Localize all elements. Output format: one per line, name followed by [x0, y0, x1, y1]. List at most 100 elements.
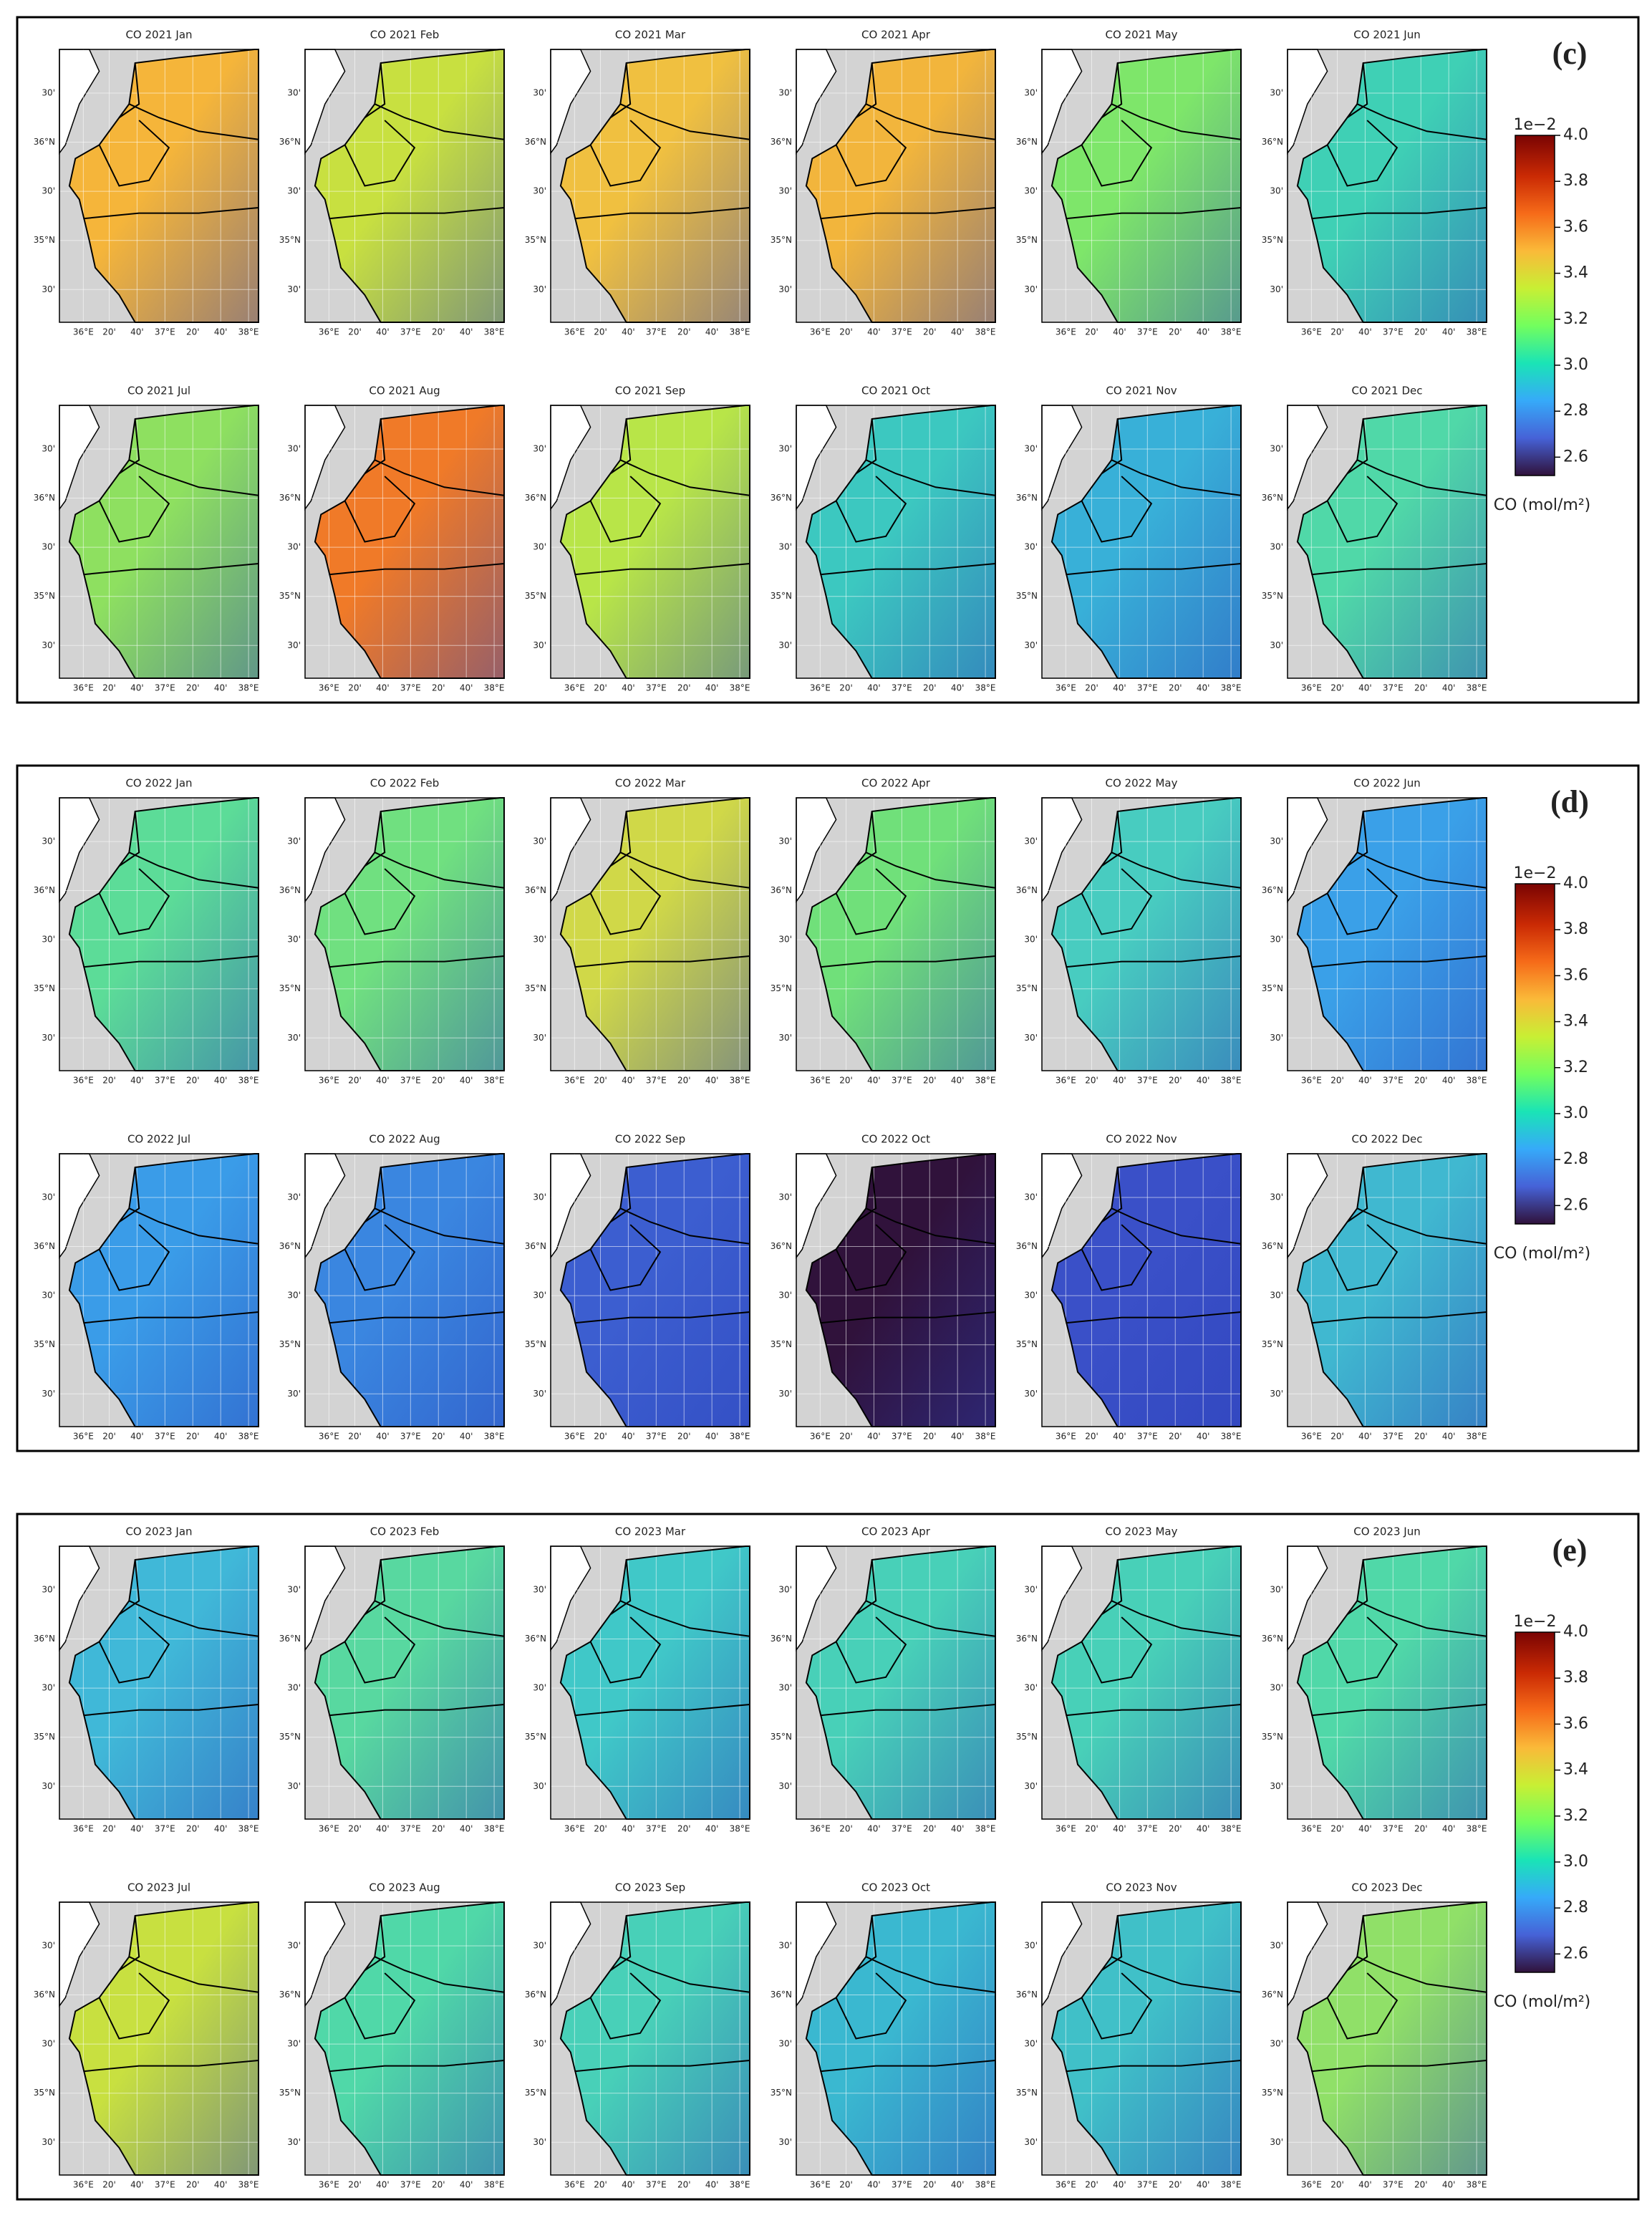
- lon-tick-label: 38°E: [730, 2180, 750, 2190]
- lon-tick-label: 36°E: [810, 327, 831, 337]
- lon-tick-label: 20': [1085, 683, 1098, 693]
- border: [1101, 1915, 1123, 1972]
- map-frame: [304, 797, 505, 1071]
- lat-tick-label: 30': [287, 1781, 301, 1791]
- map-frame: [59, 49, 259, 323]
- map-title: CO 2022 Nov: [1106, 1133, 1177, 1146]
- lat-tick-label: 36°N: [34, 493, 55, 503]
- lat-tick-label: 30': [1270, 1389, 1283, 1399]
- map-frame: [796, 1546, 996, 1820]
- lon-tick-label: 37°E: [400, 1824, 421, 1834]
- lat-tick-label: 30': [1270, 935, 1283, 945]
- lon-tick-label: 20': [594, 1432, 607, 1442]
- lon-tick-label: 38°E: [975, 1824, 996, 1834]
- lat-tick-label: 30': [778, 1781, 792, 1791]
- border: [118, 1559, 140, 1616]
- lon-tick-label: 20': [102, 1824, 116, 1834]
- border: [589, 476, 662, 543]
- lon-tick-label: 36°E: [1056, 327, 1076, 337]
- border: [374, 852, 505, 889]
- lon-tick-label: 37°E: [1137, 1076, 1158, 1086]
- lat-tick-label: 35°N: [1262, 983, 1283, 993]
- lat-tick-label: 30': [42, 1781, 55, 1791]
- border: [619, 1956, 750, 1993]
- border: [128, 1207, 259, 1245]
- border: [835, 1224, 907, 1291]
- colorbar-label: CO (mol/m²): [1494, 496, 1591, 514]
- lon-tick-label: 38°E: [484, 1076, 505, 1086]
- lon-tick-label: 36°E: [810, 2180, 831, 2190]
- lon-tick-label: 40': [130, 1432, 144, 1442]
- map-frame: [304, 1153, 505, 1427]
- lat-tick-label: 35°N: [771, 983, 792, 993]
- lon-tick-label: 20': [432, 1076, 445, 1086]
- lat-tick-label: 30': [533, 2137, 546, 2147]
- co-field-shade: [560, 1154, 750, 1427]
- lon-tick-label: 40': [705, 1824, 719, 1834]
- border: [374, 1956, 505, 1993]
- lon-tick-label: 20': [923, 1432, 937, 1442]
- lon-tick-label: 36°E: [564, 327, 585, 337]
- lon-tick-label: 40': [1358, 683, 1372, 693]
- lat-tick-label: 30': [1270, 836, 1283, 846]
- lon-tick-label: 36°E: [564, 1432, 585, 1442]
- lon-tick-label: 40': [460, 1824, 473, 1834]
- lat-tick-label: 35°N: [525, 1732, 546, 1742]
- lon-tick-label: 40': [1197, 327, 1210, 337]
- lon-tick-label: 38°E: [1467, 683, 1487, 693]
- lon-tick-label: 20': [1414, 2180, 1428, 2190]
- lat-tick-label: 30': [287, 542, 301, 552]
- lat-tick-label: 30': [778, 2137, 792, 2147]
- map-frame: [304, 1546, 505, 1820]
- lat-tick-label: 30': [533, 1683, 546, 1693]
- lon-tick-label: 20': [186, 2180, 200, 2190]
- lat-tick-label: 30': [42, 542, 55, 552]
- lat-tick-label: 30': [1270, 284, 1283, 294]
- lon-tick-label: 20': [432, 683, 445, 693]
- map-frame: [550, 49, 750, 323]
- lon-tick-label: 40': [622, 683, 635, 693]
- co-field-shade: [560, 1546, 750, 1819]
- lon-tick-label: 40': [705, 2180, 719, 2190]
- lat-tick-label: 35°N: [279, 591, 301, 601]
- lat-tick-label: 30': [533, 542, 546, 552]
- lon-tick-label: 37°E: [1383, 1432, 1404, 1442]
- lat-tick-label: 30': [778, 1033, 792, 1043]
- border: [1101, 811, 1123, 867]
- map-frame: [1287, 1901, 1487, 2176]
- lon-tick-label: 36°E: [1301, 1076, 1322, 1086]
- lon-tick-label: 40': [460, 1076, 473, 1086]
- lat-tick-label: 35°N: [771, 2088, 792, 2098]
- co-field-shade: [314, 1546, 504, 1819]
- panel-label: (c): [1552, 36, 1588, 71]
- colorbar-tick-label: 3.6: [1563, 218, 1588, 236]
- lat-tick-label: 35°N: [1016, 983, 1038, 993]
- border: [1111, 1600, 1242, 1637]
- lon-tick-label: 37°E: [892, 683, 912, 693]
- lon-tick-label: 40': [1442, 683, 1456, 693]
- map-title: CO 2023 Jan: [125, 1525, 192, 1538]
- lon-tick-label: 38°E: [238, 683, 259, 693]
- map-frame: [550, 1901, 750, 2176]
- lon-tick-label: 20': [677, 1824, 691, 1834]
- lon-tick-label: 20': [432, 1432, 445, 1442]
- map-frame: [1041, 49, 1242, 323]
- lat-tick-label: 36°N: [34, 885, 55, 895]
- lat-tick-label: 36°N: [34, 1634, 55, 1644]
- map-frame: [59, 405, 259, 679]
- lat-tick-label: 30': [533, 284, 546, 294]
- lat-tick-label: 30': [533, 443, 546, 453]
- border: [374, 1600, 505, 1637]
- lon-tick-label: 20': [102, 2180, 116, 2190]
- lon-tick-label: 38°E: [1221, 1076, 1242, 1086]
- border: [98, 120, 170, 187]
- map-frame: [550, 405, 750, 679]
- border: [83, 562, 259, 576]
- lon-tick-label: 36°E: [1301, 1824, 1322, 1834]
- lon-tick-label: 40': [867, 1432, 881, 1442]
- map-title: CO 2023 Apr: [861, 1525, 931, 1538]
- border: [1356, 459, 1487, 496]
- lon-tick-label: 20': [677, 2180, 691, 2190]
- lon-tick-label: 20': [348, 683, 362, 693]
